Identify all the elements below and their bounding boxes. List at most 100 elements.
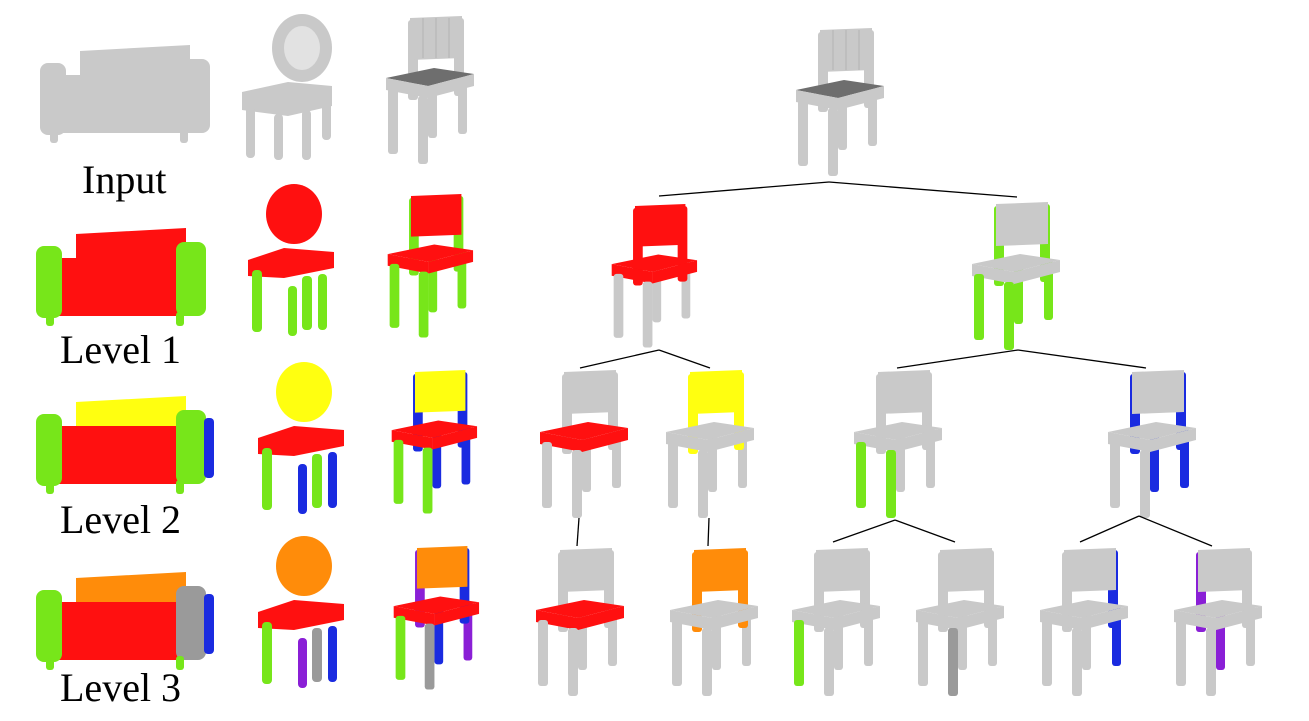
sofa-right-arm — [180, 59, 210, 133]
chair-front-right-leg — [948, 628, 958, 696]
chair-seat-top — [1174, 600, 1262, 618]
chair-back-panel — [940, 548, 992, 592]
chair-front-right-leg — [568, 628, 578, 696]
chair-seat-top — [670, 600, 758, 618]
chair-seat-side — [838, 86, 884, 110]
sofa-back — [76, 228, 186, 264]
chair-back-panel — [1198, 548, 1250, 592]
sofa-left-arm — [36, 246, 62, 318]
chair-front-left-leg — [794, 620, 804, 686]
chair-front-right-leg — [1004, 282, 1014, 350]
oval-chair-seat — [258, 600, 344, 630]
oval-chair-back-leg — [328, 452, 337, 508]
chair-back-panel — [414, 370, 466, 413]
oval-chair-level-2 — [258, 362, 344, 514]
chair-seat-front — [540, 432, 582, 452]
oval-chair-back-leg — [328, 626, 337, 682]
tree-edge — [658, 349, 711, 369]
chair-seat-top — [1108, 422, 1196, 440]
chair-back-panel — [410, 194, 462, 237]
ornate-chair-leg — [274, 114, 283, 160]
chair-seat-top — [916, 600, 1004, 618]
tree-l3-leg-purple — [1174, 548, 1262, 696]
chair-back-panel — [564, 370, 616, 414]
chair-front-left-leg — [389, 263, 400, 328]
tree-l2-legs-a — [854, 370, 942, 518]
chair-front-right-leg — [418, 96, 428, 164]
chair-front-left-leg — [388, 88, 398, 154]
tree-l2-back — [666, 370, 754, 518]
ornate-chair-seat — [242, 82, 332, 116]
sofa-back — [76, 572, 186, 608]
chair-front-left-leg — [668, 442, 678, 508]
sofa-foot — [176, 480, 184, 494]
chair-back-panel — [694, 548, 746, 592]
tree-l1-red — [611, 204, 698, 348]
chair-seat-top — [386, 68, 474, 86]
chair-seat-side — [428, 74, 474, 98]
sofa-left-arm — [36, 590, 62, 662]
chair-seat-front — [796, 90, 838, 110]
oval-chair-front-leg — [252, 270, 262, 332]
oval-chair-front-leg — [302, 276, 312, 330]
chair-seat-side — [712, 606, 758, 630]
chair-seat-front — [916, 610, 958, 630]
chair-seat-side — [1014, 260, 1060, 284]
ornate-chair-leg — [302, 110, 311, 160]
chair-front-right-leg — [698, 450, 708, 518]
sofa-input — [40, 45, 210, 143]
chair-seat-front — [387, 254, 429, 274]
chair-seat-front — [666, 432, 708, 452]
sofa-level-3 — [36, 572, 214, 670]
chair-front-left-leg — [538, 620, 548, 686]
chair-seat-top — [854, 422, 942, 440]
chair-seat-side — [1150, 428, 1196, 452]
chair-seat-front — [972, 264, 1014, 284]
sofa-foot — [50, 131, 58, 143]
tree-l3-leg-green — [792, 548, 880, 696]
oval-chair-seat — [248, 248, 334, 278]
tree-edge — [1017, 349, 1147, 369]
sofa-body — [44, 426, 204, 466]
oval-chair-back — [276, 362, 332, 422]
chair-seat-side — [834, 606, 880, 630]
tree-l3-leg-blue — [1040, 548, 1128, 696]
sofa-seat-front — [44, 290, 194, 316]
chair-front-right-leg — [702, 628, 712, 696]
chair-front-left-leg — [1176, 620, 1186, 686]
chair-seat-front — [536, 610, 578, 630]
chair-front-left-leg — [974, 274, 984, 340]
chair-seat-top — [666, 422, 754, 440]
chair-back-panel — [996, 202, 1048, 246]
chair-front-right-leg — [1206, 628, 1216, 696]
sofa-left-arm — [40, 63, 66, 135]
sofa-body — [44, 602, 204, 642]
sofa-seat-front — [48, 107, 198, 133]
sofa-foot — [176, 656, 184, 670]
chair-seat-front — [611, 264, 653, 284]
chair-front-right-leg — [418, 271, 429, 338]
chair-seat-side — [582, 428, 628, 452]
chair-seat-side — [434, 602, 480, 626]
tree-edge — [1079, 515, 1140, 543]
chair-seat-front — [792, 610, 834, 630]
chair-seat-top — [792, 600, 880, 618]
chair-front-right-leg — [642, 281, 653, 348]
label-level-1: Level 1 — [60, 327, 182, 372]
chair-seat-top — [393, 596, 480, 614]
chair-back-panel — [416, 546, 468, 589]
chair-level-2 — [391, 370, 478, 514]
chair-back-panel — [560, 548, 612, 592]
sofa-right-arm — [176, 410, 206, 484]
chair-level-3 — [393, 546, 480, 690]
tree-edge — [1138, 515, 1213, 547]
sofa-seat-front — [44, 634, 194, 660]
chair-back-panel — [634, 204, 686, 247]
sofa-level-1 — [36, 228, 206, 326]
oval-chair-level-1 — [248, 184, 334, 336]
oval-chair-back — [266, 184, 322, 244]
oval-chair-front-leg — [262, 622, 272, 684]
oval-chair-front-leg — [312, 628, 322, 682]
